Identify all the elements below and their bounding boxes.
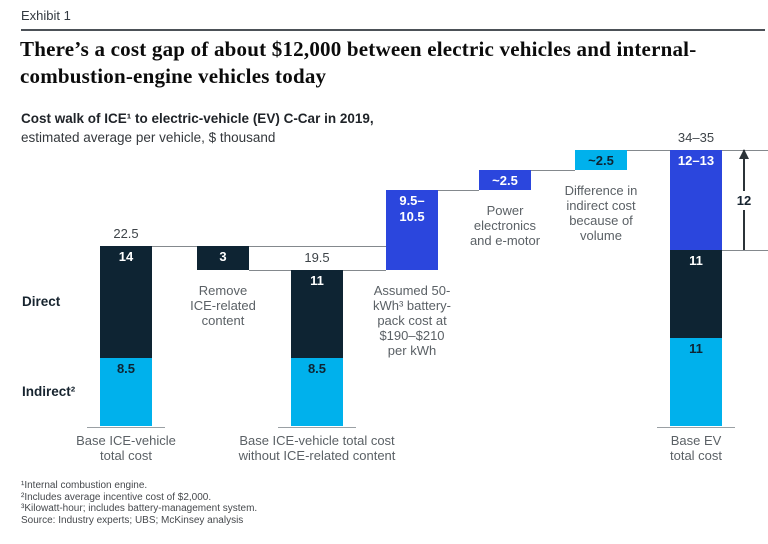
footnote-2: ²Includes average incentive cost of $2,0… (21, 491, 212, 503)
bar-segment-remove-ice-content: 3 (197, 246, 249, 270)
bar-value-label: ~2.5 (492, 173, 518, 188)
column-caption-base-ice-without-ice: Base ICE-vehicle total cost without ICE-r… (238, 433, 396, 463)
bar-segment-base-ev-total: 11 (670, 250, 722, 338)
bar-value-label: 12–13 (677, 153, 715, 168)
bar-segment-base-ice-without-ice: 8.5 (291, 358, 343, 426)
column-caption-base-ice-total: Base ICE-vehicle total cost (76, 433, 176, 463)
column-caption-indirect-volume: Difference in indirect cost because of volu… (564, 183, 638, 243)
source-line: Source: Industry experts; UBS; McKinsey … (21, 514, 244, 526)
gap-label: 12 (722, 191, 766, 210)
column-caption-battery-pack: Assumed 50- kWh³ battery-pack cost at $190… (372, 283, 451, 358)
bar-segment-indirect-volume: ~2.5 (575, 150, 627, 170)
bar-value-label: 9.5– 10.5 (399, 193, 425, 224)
connector-line (531, 170, 575, 171)
bar-value-label: 8.5 (116, 361, 136, 376)
bar-segment-base-ev-total: 12–13 (670, 150, 722, 250)
row-label-direct: Direct (22, 294, 61, 309)
bar-segment-base-ice-total: 8.5 (100, 358, 152, 426)
bar-value-label: 11 (689, 253, 703, 268)
column-caption-base-ev-total: Base EV total cost (669, 433, 723, 463)
bar-value-label: 3 (219, 249, 227, 264)
bar-segment-power-electronics: ~2.5 (479, 170, 531, 190)
footnote-block: ¹Internal combustion engine. ²Includes a… (21, 480, 257, 526)
header-rule (21, 29, 765, 31)
total-label: 34–35 (677, 130, 715, 145)
bar-segment-base-ice-total: 14 (100, 246, 152, 358)
baseline-tick (657, 426, 735, 428)
bar-segment-base-ev-total: 11 (670, 338, 722, 426)
column-caption-remove-ice-content: Remove ICE-related content (190, 283, 256, 328)
bar-value-label: 11 (689, 341, 703, 356)
bar-value-label: 8.5 (307, 361, 327, 376)
baseline-tick (87, 426, 165, 428)
footnote-1: ¹Internal combustion engine. (21, 480, 148, 491)
chart-title: Cost walk of ICE¹ to electric-vehicle (E… (21, 111, 374, 126)
bar-value-label: ~2.5 (588, 153, 614, 168)
gap-arrow-head (739, 149, 749, 159)
bar-value-label: 14 (118, 249, 134, 264)
row-label-indirect: Indirect² (22, 384, 76, 399)
column-caption-power-electronics: Power electronics and e-motor (469, 203, 541, 248)
bar-segment-base-ice-without-ice: 11 (291, 270, 343, 358)
baseline-tick (278, 426, 356, 428)
page-title: There’s a cost gap of about $12,000 betw… (20, 37, 697, 88)
total-label: 19.5 (304, 250, 330, 265)
connector-line (722, 250, 768, 251)
connector-line (438, 190, 479, 191)
footnote-3: ³Kilowatt-hour; includes battery-managem… (21, 503, 258, 514)
chart-subtitle: estimated average per vehicle, $ thousan… (21, 130, 276, 145)
total-label: 22.5 (113, 226, 139, 241)
bar-segment-battery-pack: 9.5– 10.5 (386, 190, 438, 270)
bar-value-label: 11 (310, 273, 324, 288)
exhibit-label: Exhibit 1 (21, 8, 71, 23)
